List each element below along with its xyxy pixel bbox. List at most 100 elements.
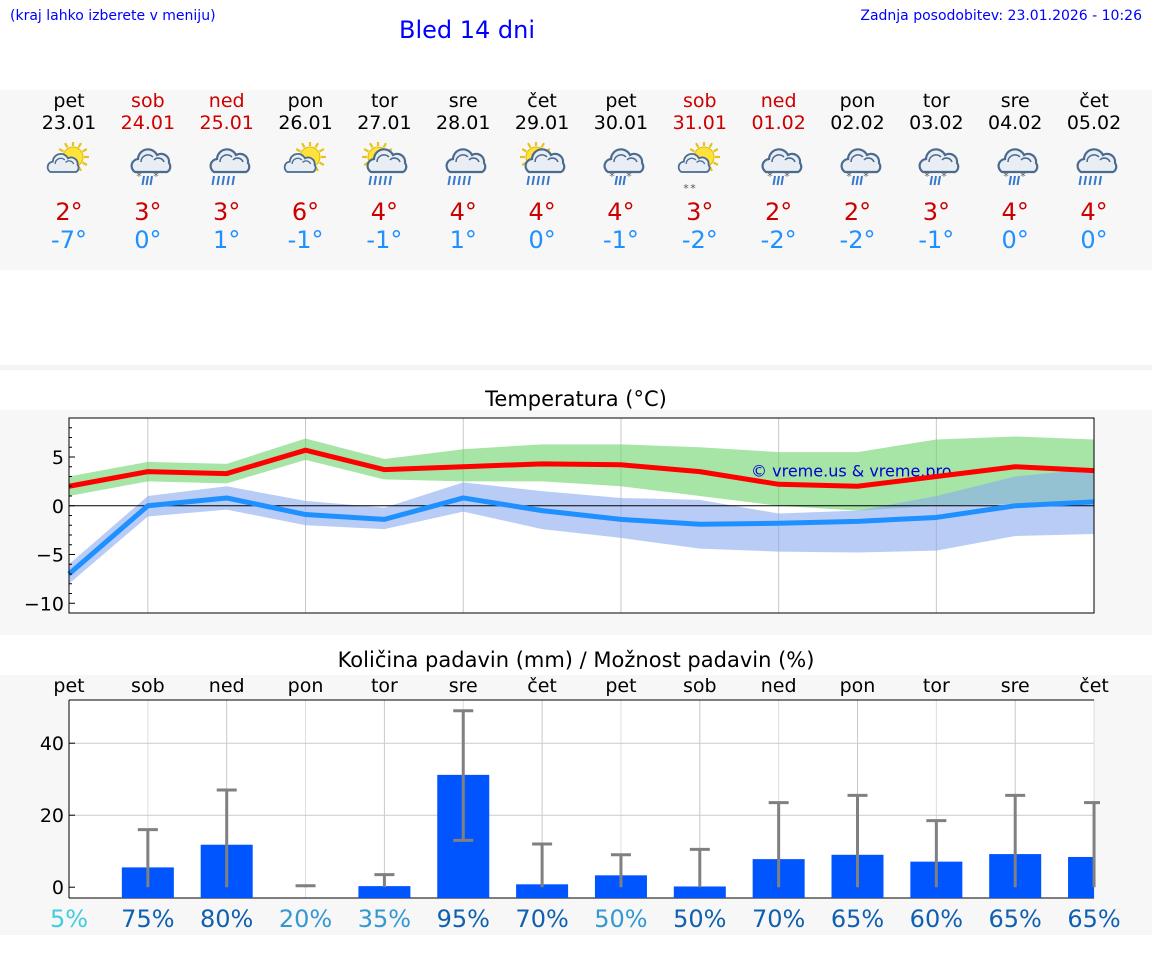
precipitation-chart: 40 20 0 [40,699,1100,899]
day-name: tor [922,90,950,112]
precip-weekday-label: pet [605,675,637,697]
svg-text:*: * [136,170,142,183]
max-temp-line [68,447,1095,489]
precipitation-weekday-row: pet sob ned pon tor sre čet pet sob ned pon tor sre č… [0,675,1152,699]
max-temp: 3° [686,198,714,226]
precip-weekday-label: ned [208,675,245,697]
min-temp: -1° [287,226,324,254]
day-name: sob [131,90,165,112]
day-name: ned [208,90,245,112]
y-tick-label: 0 [52,496,64,518]
min-temp: 1° [449,226,477,254]
precip-weekday-label: sre [1000,675,1030,697]
day-name: sre [1000,90,1030,112]
location-hint: (kraj lahko izberete v meniju) [10,8,216,24]
min-temp: -1° [366,226,403,254]
day-column: tor 03.02 * * 3° -1° [897,90,975,260]
day-column: sre 04.02 * * 4° 0° [976,90,1054,260]
day-date: 28.01 [436,112,491,134]
page-title: Bled 14 dni [399,16,536,44]
max-temp: 4° [1080,198,1108,226]
precip-probability: 65% [1067,905,1121,933]
day-column: ned 25.01 3° 1° [188,90,266,260]
day-column: sre 28.01 4° 1° [424,90,502,260]
day-date: 23.01 [41,112,97,134]
min-temp: -1° [602,226,639,254]
day-date: 04.02 [987,112,1043,134]
cloud-snow-rain-icon: * * [123,142,173,192]
y-tick-label: −10 [24,593,64,615]
precip-weekday-label: sob [131,675,165,697]
day-date: 24.01 [120,112,176,134]
day-column: pon 26.01 6° -1° [267,90,345,260]
svg-text:*: * [942,170,948,183]
min_range-band [69,468,1095,584]
cloud-rain-icon [1069,142,1119,192]
watermark: © vreme.us & vreme.pro [751,462,952,481]
day-date: 29.01 [514,112,570,134]
day-name: pon [287,90,324,112]
y-tick-label: 20 [40,805,64,827]
max-temp: 4° [607,198,635,226]
day-column: sob 24.01 * * 3° 0° [109,90,187,260]
svg-text:*: * [1003,170,1009,183]
daily-forecast-strip: pet 23.01 2° -7° sob 24.01 * * 3° 0° ned 25.01 3° 1° p… [0,90,1152,270]
min-temp: 1° [213,226,241,254]
precipitation-chart-title: Količina padavin (mm) / Možnost padavin … [337,648,815,672]
precip-probability: 35% [357,905,412,933]
svg-text:*: * [863,170,869,183]
cloud-rain-icon [438,142,488,192]
svg-text:*: * [925,170,931,183]
max-temp: 4° [449,198,477,226]
max-temp: 4° [370,198,399,226]
day-date: 05.02 [1066,112,1122,134]
min-temp: -2° [760,226,797,254]
y-tick-label: 5 [52,447,64,469]
day-date: 02.02 [830,112,885,134]
divider [0,365,1152,370]
precip-weekday-label: sre [448,675,478,697]
day-date: 03.02 [909,112,964,134]
precip-probability: 50% [594,905,648,933]
max-temp: 3° [213,198,241,226]
day-column: čet 05.02 4° 0° [1055,90,1133,260]
precip-probability: 50% [673,905,727,933]
max-temp: 2° [843,198,872,226]
precip-probability: 20% [278,905,333,933]
precip-weekday-label: čet [527,675,557,697]
svg-text:*: * [683,182,689,192]
cloud-snow-rain-icon: * * [833,142,883,192]
svg-text:*: * [846,170,852,183]
cloud-rain-icon [202,142,252,192]
min-temp: 0° [134,226,162,254]
day-date: 31.01 [672,112,727,134]
max-temp: 3° [134,198,162,226]
sun-cloud-icon [281,141,331,192]
svg-text:*: * [784,170,790,183]
day-date: 01.02 [751,112,806,134]
day-date: 25.01 [199,112,254,134]
max-temp: 4° [528,198,556,226]
max-temp: 4° [1001,198,1029,226]
min-temp: -2° [839,226,876,254]
day-name: tor [370,90,398,112]
precip-weekday-label: pet [53,675,85,697]
precip-weekday-label: ned [760,675,797,697]
sun-cloud-snow-icon: * * [675,141,725,195]
max-temp: 3° [922,198,950,226]
day-column: tor 27.01 4° -1° [345,90,423,260]
min-temp: 0° [1001,226,1029,254]
svg-text:*: * [767,170,773,183]
max-temp: 2° [55,198,83,226]
temperature-chart: © vreme.us & vreme.pro 5 0 −5 −10 [24,417,1095,615]
precip-weekday-label: čet [1079,675,1109,697]
precip-probability: 65% [830,905,885,933]
precip-probability: 75% [121,905,175,933]
day-column: čet 29.01 4° 0° [503,90,581,260]
max-temp: 2° [765,198,793,226]
precip-probability: 70% [751,905,806,933]
day-column: pon 02.02 * * 2° -2° [819,90,897,260]
svg-text:*: * [609,170,615,183]
svg-text:*: * [153,170,159,183]
cloud-snow-rain-icon: * * [754,142,804,192]
